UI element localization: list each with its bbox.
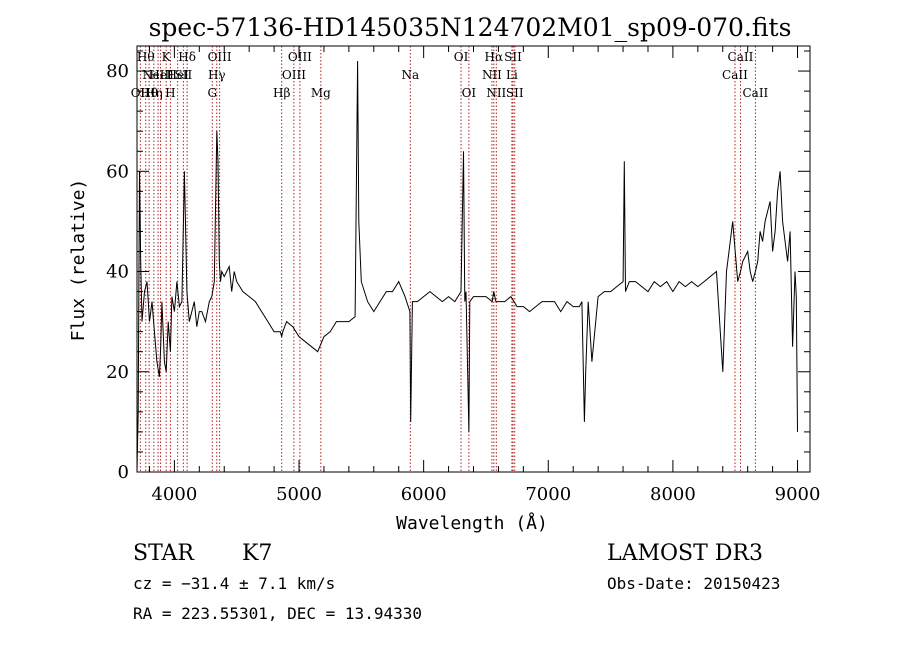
line-marker-label: Li — [506, 68, 518, 82]
line-marker-label: CaII — [728, 50, 754, 64]
spectral-line-labels: OIIHθHθHηNeIIIHeIKHHeISIIHδGHγOIIIHβOIII… — [131, 50, 769, 100]
line-marker-label: Hα — [485, 50, 504, 64]
x-tick-label: 9000 — [775, 484, 821, 505]
redshift-info: cz = −31.4 ± 7.1 km/s — [133, 574, 335, 593]
line-marker-label: Hη — [145, 86, 163, 100]
line-marker-label: OIII — [288, 50, 312, 64]
line-marker-label: Hθ — [140, 86, 158, 100]
line-marker-label: Na — [401, 68, 419, 82]
line-marker-label: Hβ — [273, 86, 290, 100]
x-tick-label: 7000 — [525, 484, 571, 505]
spectrum-line — [136, 60, 798, 473]
line-marker-label: NeIII — [142, 68, 174, 82]
observation-date: Obs-Date: 20150423 — [607, 574, 780, 593]
line-marker-label: OIII — [208, 50, 232, 64]
line-marker-label: H — [165, 86, 175, 100]
y-tick-label: 60 — [106, 161, 129, 182]
line-marker-label: Hθ — [137, 50, 155, 64]
object-class: STAR — [133, 541, 195, 566]
survey-name: LAMOST DR3 — [607, 541, 763, 566]
line-marker-label: SII — [504, 50, 522, 64]
x-tick-label: 8000 — [650, 484, 696, 505]
line-marker-label: CaII — [742, 86, 768, 100]
chart-title: spec-57136-HD145035N124702M01_sp09-070.f… — [149, 13, 792, 42]
line-marker-label: OIII — [282, 68, 306, 82]
line-marker-label: SII — [506, 86, 524, 100]
line-marker-label: CaII — [722, 68, 748, 82]
line-marker-label: NII — [482, 68, 502, 82]
x-axis: 4000 5000 6000 7000 8000 9000 — [148, 46, 821, 505]
spectral-line-markers — [139, 46, 756, 472]
plot-frame — [136, 45, 811, 473]
object-subclass: K7 — [242, 541, 272, 566]
x-axis-label: Wavelength (Å) — [396, 512, 548, 534]
line-marker-label: G — [207, 86, 217, 100]
y-tick-label: 20 — [106, 362, 129, 383]
line-marker-label: Mg — [311, 86, 331, 100]
line-marker-label: Hδ — [178, 50, 196, 64]
line-marker-label: OII — [131, 86, 151, 100]
line-marker-label: SII — [175, 68, 193, 82]
line-marker-label: K — [162, 50, 172, 64]
y-tick-label: 40 — [106, 262, 129, 283]
y-axis-label: Flux (relative) — [68, 179, 89, 342]
line-marker-label: OI — [454, 50, 469, 64]
coordinates: RA = 223.55301, DEC = 13.94330 — [133, 604, 422, 623]
line-marker-label: OI — [462, 86, 477, 100]
x-tick-label: 6000 — [401, 484, 447, 505]
line-marker-label: Hγ — [208, 68, 226, 82]
y-axis: 0 20 40 60 80 — [106, 50, 810, 483]
x-tick-label: 4000 — [151, 484, 197, 505]
y-tick-label: 0 — [118, 462, 129, 483]
line-marker-label: NII — [486, 86, 506, 100]
line-marker-label: HeI — [166, 68, 189, 82]
x-tick-label: 5000 — [276, 484, 322, 505]
line-marker-label: HeI — [149, 68, 172, 82]
y-tick-label: 80 — [106, 61, 129, 82]
